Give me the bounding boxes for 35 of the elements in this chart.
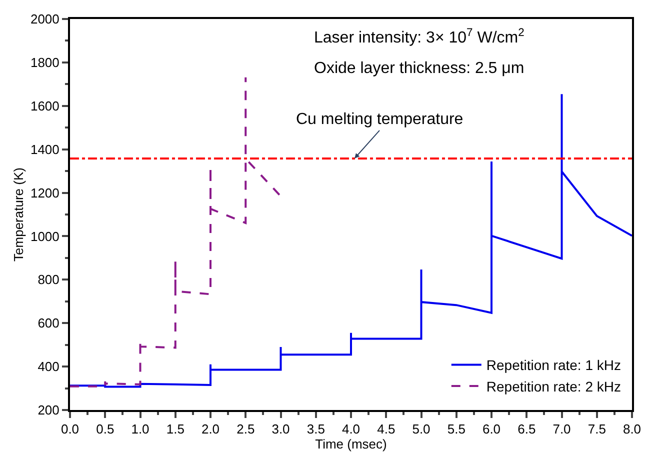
x-tick-label: 6.0 [482, 422, 501, 437]
y-tick-label: 800 [38, 272, 60, 288]
y-tick-label: 1600 [30, 98, 60, 114]
annotation: Oxide layer thickness: 2.5 μm [314, 60, 524, 77]
x-tick-label: 2.0 [201, 422, 220, 437]
x-tick-label: 7.5 [588, 422, 606, 437]
x-tick-label: 0.5 [96, 422, 114, 437]
x-tick-label: 1.0 [131, 422, 150, 437]
y-tick-label: 1000 [30, 228, 60, 244]
y-tick-label: 1800 [30, 54, 60, 70]
y-tick-label: 1400 [30, 142, 60, 157]
legend-label: Repetition rate: 2 kHz [486, 378, 622, 394]
legend-label: Repetition rate: 1 kHz [486, 357, 622, 374]
annotation: Cu melting temperature [296, 111, 464, 128]
x-tick-label: 4.5 [377, 422, 396, 437]
x-tick-label: 7.0 [552, 422, 571, 437]
y-tick-label: 2000 [30, 12, 60, 27]
x-axis-title: Time (msec) [315, 436, 387, 452]
y-tick-label: 600 [38, 316, 60, 331]
line-series [70, 76, 282, 388]
y-tick-label: 400 [38, 359, 60, 374]
x-tick-label: 8.0 [622, 422, 642, 437]
annotation: Laser intensity: 3× 10$^{7}$ W/cm$^{2}$ [314, 27, 524, 47]
x-tick-label: 6.5 [518, 422, 536, 437]
x-tick-label: 5.0 [412, 422, 430, 437]
x-tick-label: 0.0 [60, 422, 80, 437]
x-tick-label: 5.5 [447, 422, 466, 437]
y-tick-label: 1200 [30, 185, 60, 200]
x-tick-label: 3.5 [306, 422, 325, 437]
x-tick-label: 4.0 [342, 422, 360, 437]
x-tick-label: 2.5 [236, 422, 255, 437]
y-tick-label: 200 [38, 402, 60, 418]
x-tick-label: 1.5 [166, 422, 184, 437]
y-axis-title: Temperature (K) [10, 168, 26, 262]
x-tick-label: 3.0 [272, 422, 290, 437]
